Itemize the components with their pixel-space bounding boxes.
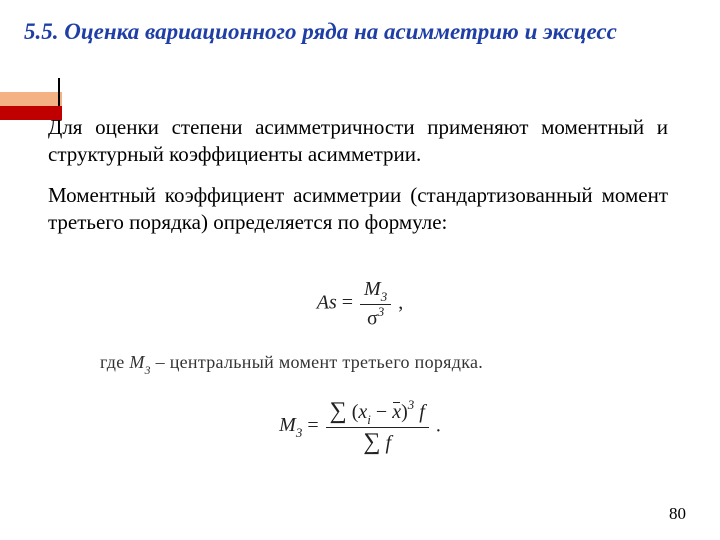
as-lhs: As (317, 292, 337, 314)
text-cursor (58, 78, 60, 106)
paragraph-1: Для оценки степени асимметричности приме… (48, 114, 668, 168)
paragraph-2: Моментный коэффициент асимметрии (станда… (48, 182, 668, 236)
body-text: Для оценки степени асимметричности приме… (48, 114, 668, 260)
where-line: где M3 – центральный момент третьего пор… (100, 352, 620, 376)
m3-den: ∑ f (326, 428, 429, 455)
title-text: 5.5. Оценка вариационного ряда на асимме… (24, 19, 617, 44)
m3-fraction: ∑ (xi − x)3 f ∑ f (326, 398, 429, 456)
m3-num: ∑ (xi − x)3 f (326, 398, 429, 428)
page-number: 80 (669, 504, 686, 524)
slide: 5.5. Оценка вариационного ряда на асимме… (0, 0, 720, 540)
as-den: σ3 (360, 305, 391, 330)
m3-lhs: M3 (279, 414, 307, 436)
formula-block: As = M3 σ3 , где M3 – центральный момент… (100, 278, 620, 455)
as-num: M3 (360, 278, 391, 305)
formula-m3: M3 = ∑ (xi − x)3 f ∑ f . (100, 398, 620, 456)
formula-as: As = M3 σ3 , (100, 278, 620, 330)
as-fraction: M3 σ3 (360, 278, 391, 330)
accent-top (0, 92, 62, 106)
section-title: 5.5. Оценка вариационного ряда на асимме… (24, 18, 644, 47)
